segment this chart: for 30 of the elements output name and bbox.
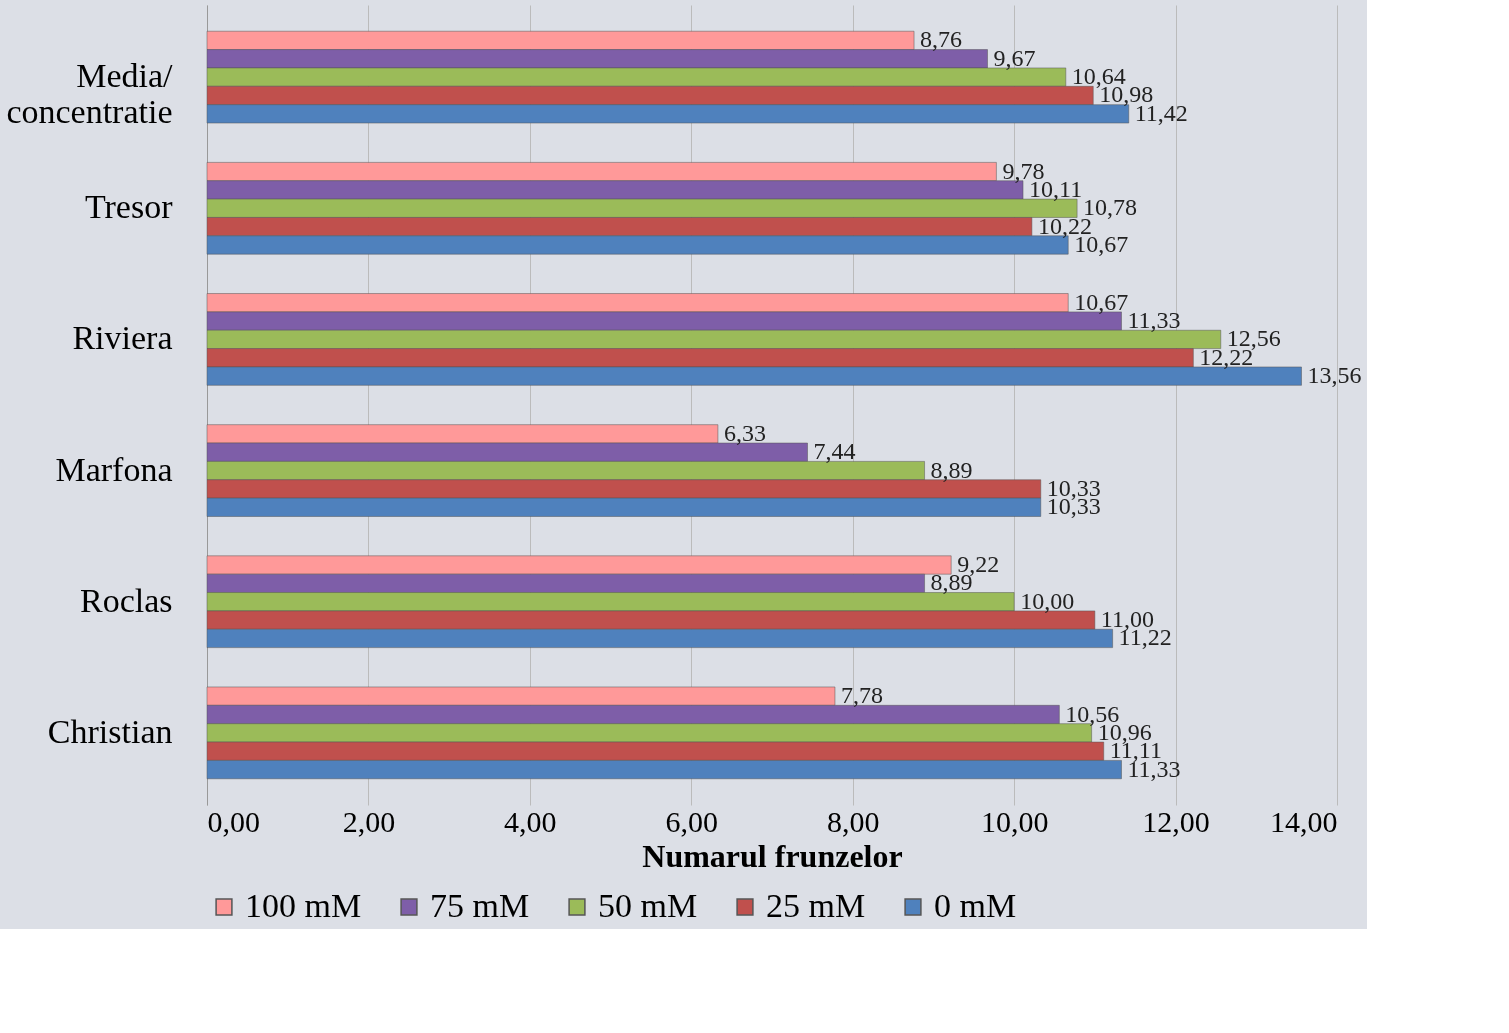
x-tick-label: 12,00 — [1142, 804, 1210, 838]
legend-label: 75 mM — [430, 887, 530, 924]
data-label: 7,44 — [813, 438, 856, 465]
data-label: 9,67 — [993, 44, 1036, 71]
legend-label: 25 mM — [766, 887, 866, 924]
x-tick-label: 4,00 — [504, 804, 557, 838]
data-label: 11,33 — [1127, 307, 1181, 334]
y-tick-label: Roclas — [79, 581, 173, 619]
y-tick-label: Marfona — [55, 450, 173, 488]
x-tick-label: 8,00 — [826, 804, 880, 838]
x-tick-label: 2,00 — [342, 804, 396, 838]
y-tick-label: Tresor — [84, 188, 174, 226]
data-label: 6,33 — [723, 419, 766, 446]
data-label: 13,56 — [1307, 362, 1362, 389]
data-label: 8,76 — [920, 26, 963, 53]
x-tick-label: 10,00 — [980, 804, 1049, 838]
legend-label: 50 mM — [598, 887, 698, 924]
x-tick-label: 14,00 — [1270, 804, 1338, 838]
data-label: 10,67 — [1074, 288, 1129, 315]
x-axis-title: Numarul frunzelor — [642, 837, 903, 874]
data-label: 8,89 — [930, 456, 973, 483]
x-tick-label: 6,00 — [665, 804, 719, 838]
x-tick-label: 0,00 — [207, 804, 260, 838]
y-tick-label: Riviera — [72, 319, 173, 357]
data-label: 7,78 — [840, 682, 883, 709]
legend-label: 100 mM — [245, 887, 362, 924]
y-tick-label: Media/ concentratie — [6, 57, 174, 131]
y-tick-label: Christian — [47, 712, 173, 750]
legend-label: 0 mM — [934, 887, 1017, 924]
data-label: 10,00 — [1020, 587, 1075, 614]
